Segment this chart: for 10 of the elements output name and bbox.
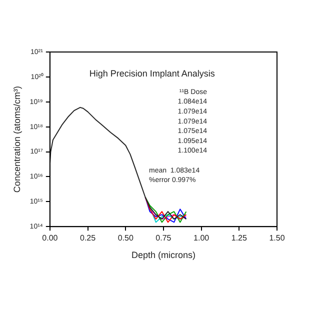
y-axis-title: Concentration (atoms/cm³) (12, 86, 22, 193)
x-tick-label: 0.75 (156, 234, 172, 243)
x-tick-label: 1.25 (231, 234, 248, 243)
x-tick-label: 1.00 (194, 234, 210, 243)
x-axis-title: Depth (microns) (131, 250, 196, 260)
x-tick-label: 0.00 (42, 234, 58, 243)
x-tick-label: 0.25 (80, 234, 96, 243)
x-tick-label: 0.50 (118, 234, 134, 243)
x-tick-label: 1.50 (269, 234, 286, 243)
text: High Precision Implant Analysis (89, 68, 216, 78)
